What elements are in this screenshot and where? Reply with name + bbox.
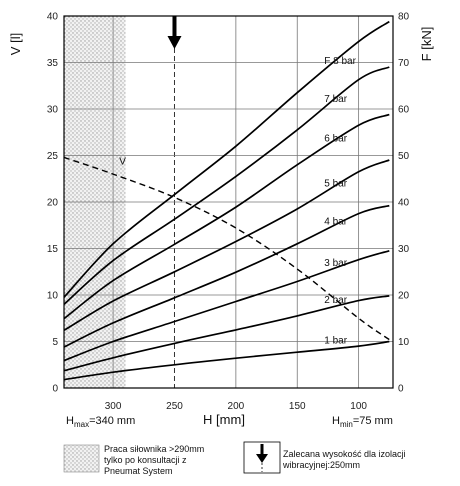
legend-hatch-text: Praca siłownika >290mm tylko po konsulta… <box>104 444 204 477</box>
h-limit-label: Hmax=340 mm <box>66 415 135 429</box>
ticks: 0 5 10 15 20 25 30 35 40 0 10 20 30 40 50 60 70 80 300 250 2… <box>47 12 410 430</box>
y-right-tick-label: 10 <box>398 337 410 348</box>
series-labels: 1 bar 2 bar 3 bar 4 bar 5 bar 6 bar 7 bar F 8 b… <box>119 56 356 346</box>
y-left-axis-title: V [l] <box>8 33 23 55</box>
recommended-height-marker <box>167 16 182 49</box>
y-left-tick-label: 10 <box>47 291 59 302</box>
y-right-tick-label: 40 <box>398 198 410 209</box>
y-left-tick-label: 30 <box>47 105 59 116</box>
force-curve <box>63 295 390 372</box>
grid <box>64 16 393 388</box>
legend-hatch-swatch <box>63 444 100 473</box>
arrow-shaft <box>172 16 177 36</box>
y-right-tick-label: 0 <box>398 384 404 395</box>
series-label: V <box>119 156 126 167</box>
series <box>63 20 390 381</box>
force-curve <box>63 66 390 305</box>
x-tick-label: 150 <box>289 401 306 412</box>
legend-hatch-line-1: Praca siłownika >290mm <box>104 444 205 454</box>
y-left-tick-label: 35 <box>47 58 59 69</box>
legend-arrow-line-1: Zalecana wysokość dla izolacji <box>283 449 406 459</box>
series-label: 2 bar <box>324 295 347 306</box>
y-right-axis-title: F [kN] <box>419 27 434 62</box>
series-label: F 8 bar <box>324 56 356 67</box>
force-curve <box>63 20 390 298</box>
legend-arrow-line-2: wibracyjnej:250mm <box>283 460 361 470</box>
arrow-down-icon <box>167 36 182 49</box>
force-curve <box>63 204 390 348</box>
series-label: 6 bar <box>324 133 347 144</box>
legend-arrow-down-icon <box>256 454 268 463</box>
x-tick-label: 250 <box>166 401 183 412</box>
legend-hatch-line-2: tylko po konsultacji z <box>104 455 187 465</box>
y-right-tick-label: 30 <box>398 244 410 255</box>
series-label: 3 bar <box>324 258 347 269</box>
x-axis-title: H [mm] <box>203 412 245 427</box>
y-right-tick-label: 70 <box>398 58 410 69</box>
legend-hatch-line-3: Pneumat System <box>104 466 173 476</box>
volume-curve <box>63 156 390 341</box>
y-right-tick-label: 80 <box>398 12 410 23</box>
series-label: 7 bar <box>324 94 347 105</box>
axis-titles: V [l] F [kN] H [mm] <box>8 27 434 427</box>
y-left-tick-label: 15 <box>47 244 59 255</box>
y-right-tick-label: 60 <box>398 105 410 116</box>
x-tick-label: 300 <box>105 401 122 412</box>
y-left-tick-label: 20 <box>47 198 59 209</box>
force-curve <box>63 159 390 332</box>
x-tick-label: 200 <box>228 401 245 412</box>
legend-arrow-text: Zalecana wysokość dla izolacji wibracyjn… <box>283 449 406 471</box>
x-tick-label: 100 <box>350 401 367 412</box>
y-left-tick-label: 25 <box>47 151 59 162</box>
series-label: 4 bar <box>324 217 347 228</box>
y-left-tick-label: 0 <box>52 384 58 395</box>
legend-arrow-shaft <box>260 444 264 454</box>
series-label: 1 bar <box>324 336 347 347</box>
plot-frame <box>63 15 394 389</box>
y-right-tick-label: 20 <box>398 291 410 302</box>
force-curve <box>63 113 390 320</box>
series-label: 5 bar <box>324 179 347 190</box>
y-right-tick-label: 50 <box>398 151 410 162</box>
legend <box>63 441 281 474</box>
legend-arrow-box <box>243 441 281 474</box>
y-left-tick-label: 40 <box>47 12 59 23</box>
force-curve <box>63 340 390 381</box>
force-curve <box>63 249 390 362</box>
h-limit-label: Hmin=75 mm <box>332 415 393 429</box>
y-left-tick-label: 5 <box>52 337 58 348</box>
